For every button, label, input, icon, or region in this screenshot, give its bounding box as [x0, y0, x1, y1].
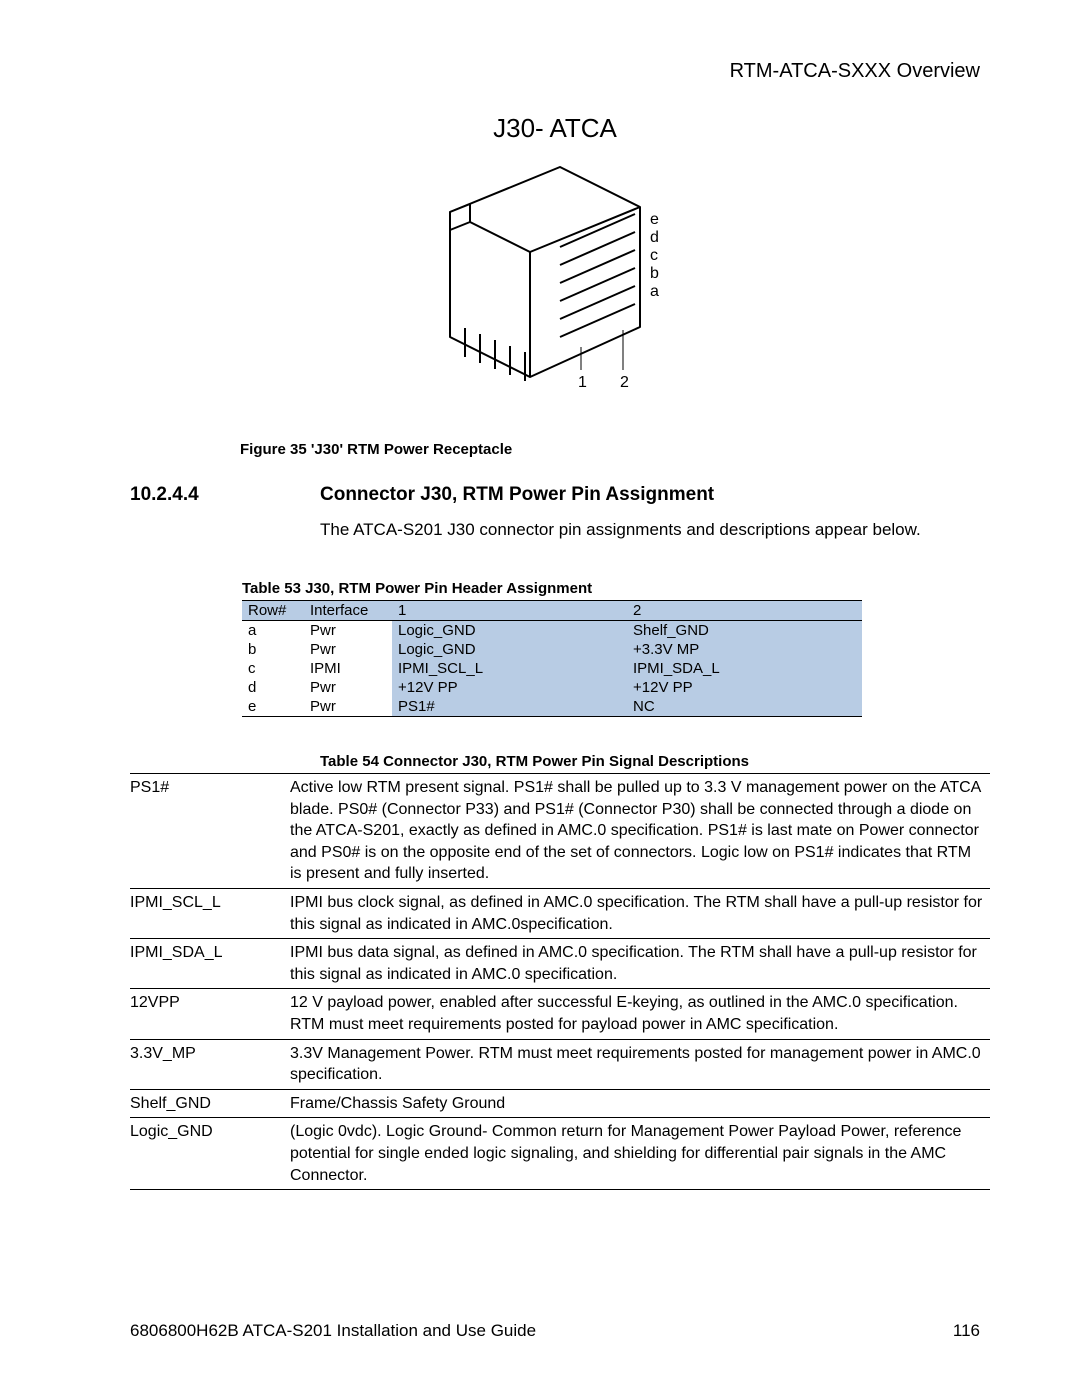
table53-header-row: Row# Interface 1 2 [242, 601, 862, 621]
table-cell: Pwr [304, 697, 392, 717]
signal-name: PS1# [130, 774, 290, 889]
t53-h0: Row# [242, 601, 304, 621]
signal-name: 12VPP [130, 989, 290, 1039]
figure-title: J30- ATCA [130, 113, 980, 144]
table-cell: IPMI [304, 659, 392, 678]
section-number: 10.2.4.4 [130, 484, 320, 506]
section-heading: 10.2.4.4 Connector J30, RTM Power Pin As… [130, 484, 980, 506]
table-cell: NC [627, 697, 862, 717]
table54: PS1#Active low RTM present signal. PS1# … [130, 773, 980, 1190]
signal-desc: Active low RTM present signal. PS1# shal… [290, 774, 990, 889]
table-cell: +12V PP [392, 678, 627, 697]
table-row: bPwrLogic_GND+3.3V MP [242, 640, 862, 659]
col-label-2: 2 [620, 374, 629, 391]
table-cell: Logic_GND [392, 640, 627, 659]
table54-caption: Table 54 Connector J30, RTM Power Pin Si… [320, 753, 980, 770]
signal-name: IPMI_SCL_L [130, 888, 290, 938]
row-label-c: c [650, 247, 658, 264]
table-cell: IPMI_SCL_L [392, 659, 627, 678]
table-cell: PS1# [392, 697, 627, 717]
col-label-1: 1 [578, 374, 587, 391]
table53-caption: Table 53 J30, RTM Power Pin Header Assig… [242, 580, 980, 597]
header-right: RTM-ATCA-SXXX Overview [130, 60, 980, 83]
table-cell: b [242, 640, 304, 659]
figure-j30: J30- ATCA [130, 113, 980, 417]
table-row: IPMI_SCL_LIPMI bus clock signal, as defi… [130, 888, 990, 938]
footer-left: 6806800H62B ATCA-S201 Installation and U… [130, 1321, 536, 1341]
section-body: The ATCA-S201 J30 connector pin assignme… [320, 520, 980, 540]
table-cell: Shelf_GND [627, 621, 862, 641]
signal-name: Shelf_GND [130, 1089, 290, 1118]
table-row: PS1#Active low RTM present signal. PS1# … [130, 774, 990, 889]
table-cell: Logic_GND [392, 621, 627, 641]
row-label-a: a [650, 283, 659, 300]
table-row: Logic_GND(Logic 0vdc). Logic Ground- Com… [130, 1118, 990, 1190]
t53-h2: 1 [392, 601, 627, 621]
table-cell: e [242, 697, 304, 717]
table-row: 12VPP12 V payload power, enabled after s… [130, 989, 990, 1039]
signal-desc: IPMI bus clock signal, as defined in AMC… [290, 888, 990, 938]
signal-name: 3.3V_MP [130, 1039, 290, 1089]
table-cell: Pwr [304, 640, 392, 659]
table53: Row# Interface 1 2 aPwrLogic_GNDShelf_GN… [242, 600, 980, 717]
row-label-d: d [650, 229, 659, 246]
table-row: Shelf_GNDFrame/Chassis Safety Ground [130, 1089, 990, 1118]
table-row: IPMI_SDA_LIPMI bus data signal, as defin… [130, 939, 990, 989]
figure-caption: Figure 35 'J30' RTM Power Receptacle [240, 441, 980, 458]
t53-h1: Interface [304, 601, 392, 621]
section-title: Connector J30, RTM Power Pin Assignment [320, 484, 714, 506]
signal-desc: 12 V payload power, enabled after succes… [290, 989, 990, 1039]
footer: 6806800H62B ATCA-S201 Installation and U… [130, 1321, 980, 1341]
table-cell: d [242, 678, 304, 697]
row-label-e: e [650, 211, 659, 228]
table-cell: c [242, 659, 304, 678]
table-cell: +12V PP [627, 678, 862, 697]
table-cell: Pwr [304, 678, 392, 697]
signal-desc: 3.3V Management Power. RTM must meet req… [290, 1039, 990, 1089]
signal-name: Logic_GND [130, 1118, 290, 1190]
table-row: cIPMIIPMI_SCL_LIPMI_SDA_L [242, 659, 862, 678]
table-cell: a [242, 621, 304, 641]
table-row: 3.3V_MP3.3V Management Power. RTM must m… [130, 1039, 990, 1089]
signal-desc: (Logic 0vdc). Logic Ground- Common retur… [290, 1118, 990, 1190]
table-row: dPwr+12V PP+12V PP [242, 678, 862, 697]
signal-desc: Frame/Chassis Safety Ground [290, 1089, 990, 1118]
table-cell: IPMI_SDA_L [627, 659, 862, 678]
row-label-b: b [650, 265, 659, 282]
footer-right: 116 [953, 1321, 980, 1341]
signal-name: IPMI_SDA_L [130, 939, 290, 989]
table-row: ePwrPS1#NC [242, 697, 862, 717]
table-cell: Pwr [304, 621, 392, 641]
table-row: aPwrLogic_GNDShelf_GND [242, 621, 862, 641]
table-cell: +3.3V MP [627, 640, 862, 659]
connector-illustration: e d c b a 1 2 [410, 152, 700, 412]
t53-h3: 2 [627, 601, 862, 621]
signal-desc: IPMI bus data signal, as defined in AMC.… [290, 939, 990, 989]
